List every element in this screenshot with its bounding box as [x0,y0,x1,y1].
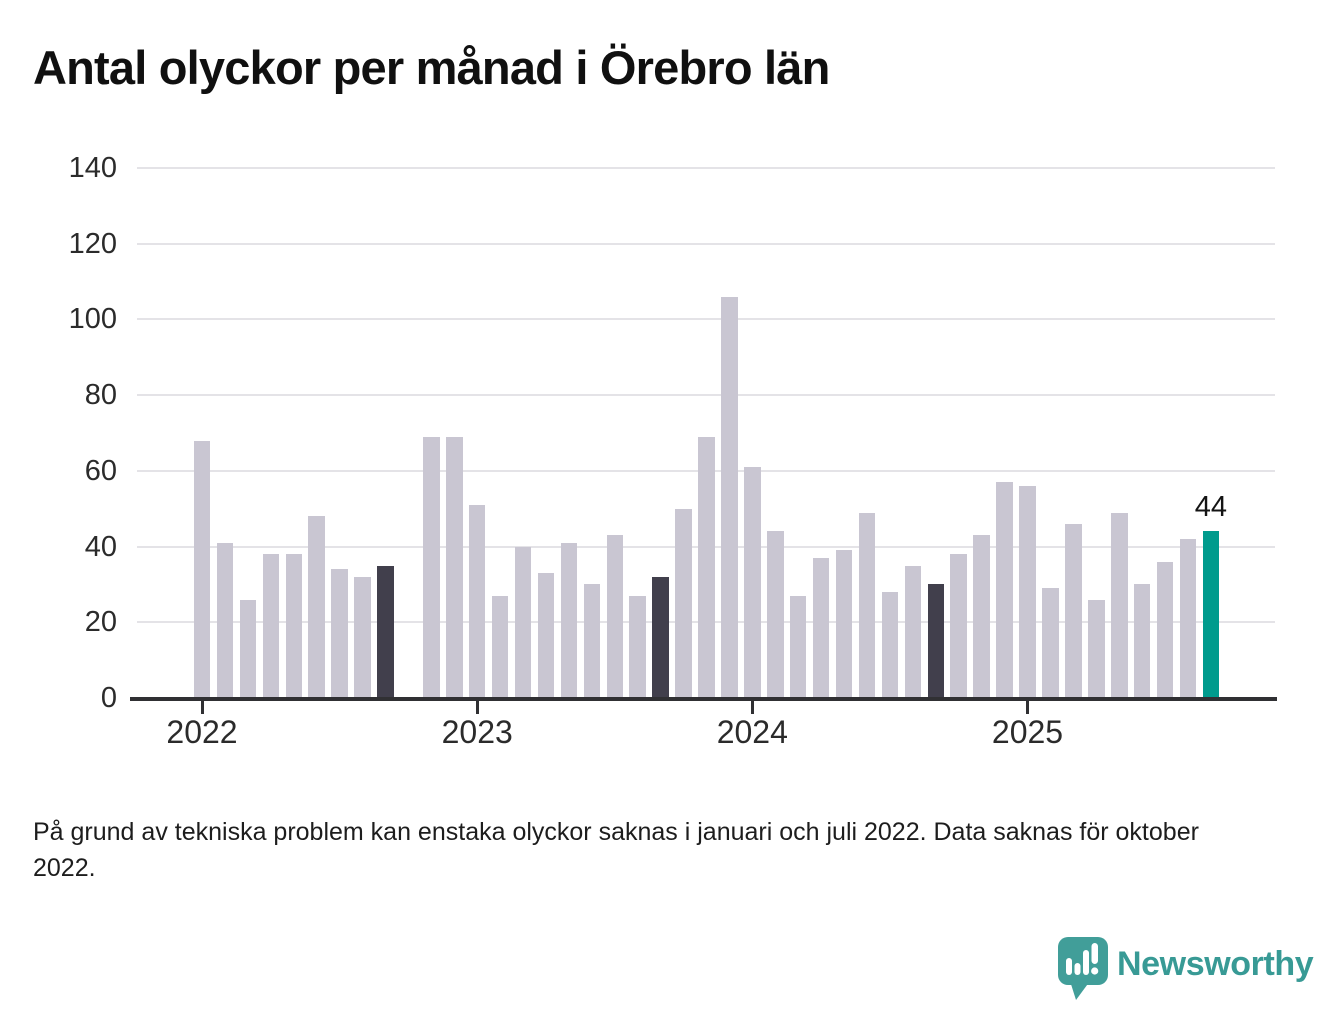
bar-jan-2022 [193,440,211,698]
gridline [137,318,1275,321]
x-axis-tick [750,701,754,714]
brand-name: Newsworthy [1117,945,1314,983]
bar-jan-2024 [744,467,761,698]
bar-feb-2025 [1042,588,1059,698]
bar-aug-2025 [1179,539,1197,698]
x-axis-tick-label: 2023 [441,714,513,750]
bar-dec-2022 [446,436,463,698]
x-axis-line [130,697,1277,701]
x-axis-tick-label: 2022 [166,714,238,750]
bar-maj-2025 [1111,512,1128,698]
x-axis-tick-label: 2025 [991,714,1064,750]
x-axis-tick-label: 2024 [716,714,788,750]
bar-aug-2023 [629,595,646,698]
bar-dec-2023 [721,296,738,698]
bar-aug-2024 [904,565,922,698]
y-axis-tick-label: 40 [84,530,117,563]
bar-jun-2024 [858,512,876,698]
y-axis-tick-label: 140 [68,152,117,184]
bar-sep-2023 [652,576,669,698]
gridline [137,242,1275,245]
y-axis-tick-label: 120 [68,227,117,260]
y-axis-tick-label: 100 [68,303,117,336]
bar-jun-2023 [583,584,601,698]
bar-feb-2023 [491,595,509,698]
bar-jan-2023 [468,504,486,698]
bar-jul-2024 [881,592,899,698]
bar-jun-2025 [1133,584,1151,698]
x-axis-tick [475,701,479,714]
x-axis-tick [1026,701,1029,714]
newsworthy-logo-icon [1058,937,1108,1000]
bar-nov-2022 [423,436,440,698]
bar-mar-2025 [1065,523,1082,698]
bar-sep-2024 [927,584,944,698]
bar-feb-2022 [216,542,234,698]
bar-okt-2024 [950,554,967,698]
bar-sep-2022 [377,565,394,698]
bar-apr-2023 [537,573,555,698]
y-axis-tick-label: 60 [84,454,117,487]
gridline [137,394,1275,397]
bar-jul-2023 [606,535,623,698]
bar-okt-2023 [675,508,692,698]
bar-nov-2023 [698,436,715,698]
brand-logo: Newsworthy [1057,936,1317,1006]
bar-maj-2022 [285,554,302,698]
bar-jan-2025 [1019,486,1036,698]
bar-maj-2024 [835,550,853,698]
bar-mar-2023 [514,546,532,698]
bar-dec-2024 [996,482,1013,698]
chart-title: Antal olyckor per månad i Örebro län [33,41,830,94]
bar-mar-2024 [789,595,807,698]
gridline [137,167,1275,169]
bar-value-label: 44 [1194,491,1228,524]
bar-apr-2024 [812,557,830,698]
x-axis-tick [200,701,204,714]
bar-jun-2022 [308,516,325,698]
bar-aug-2022 [354,576,371,698]
bar-jul-2022 [331,569,348,698]
bar-apr-2025 [1088,599,1105,698]
bar-jul-2025 [1156,561,1174,698]
y-axis-tick-label: 20 [84,606,117,639]
chart-footnote: På grund av tekniska problem kan enstaka… [33,818,1199,882]
bar-sep-2025 [1202,531,1220,698]
y-axis-tick-label: 80 [84,379,117,412]
bar-feb-2024 [767,531,784,698]
y-axis-tick-label: 0 [100,682,117,714]
bar-mar-2022 [239,599,257,698]
bar-nov-2024 [973,535,990,698]
bar-apr-2022 [262,554,279,698]
bar-maj-2023 [560,542,578,698]
